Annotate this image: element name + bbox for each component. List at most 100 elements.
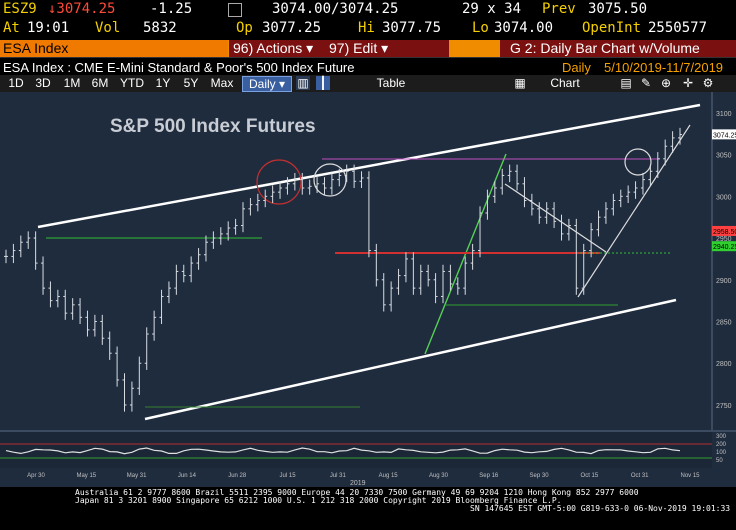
price-tag-label: 2958.50	[713, 229, 736, 236]
last-price: ↓3074.25	[48, 1, 116, 17]
period-1m-button[interactable]: 1M	[63, 76, 81, 90]
volume-tick-label: 100	[716, 450, 727, 456]
chart-content-icon: ▦	[514, 76, 526, 90]
volume-line	[5, 447, 681, 455]
ticker[interactable]: ESZ9	[3, 1, 37, 17]
open-label: Op	[236, 20, 253, 36]
x-tick-label: Oct 31	[631, 473, 649, 479]
y-tick-label: 2900	[716, 278, 732, 285]
actions-menu[interactable]: 96) Actions ▾	[229, 40, 325, 57]
x-tick-label: Jul 31	[330, 473, 347, 479]
x-tick-label: Apr 30	[27, 473, 45, 479]
y-tick-label: 2750	[716, 403, 732, 410]
y-tick-label: 3050	[716, 153, 732, 160]
recent-trendline	[577, 124, 691, 298]
footer: Australia 61 2 9777 8600 Brazil 5511 239…	[0, 487, 736, 530]
info-bar: ESA Index : CME E-Mini Standard & Poor's…	[0, 57, 736, 76]
volume-value: 5832	[143, 20, 177, 36]
period-1y-button[interactable]: 1Y	[155, 76, 171, 90]
quote-bar: ESZ9 ↓3074.25 -1.25 3074.00/3074.25 29 x…	[0, 0, 736, 40]
high-label: Hi	[358, 20, 375, 36]
x-tick-label: Jul 15	[280, 473, 297, 479]
price-tag-label: 2940.25	[713, 244, 736, 251]
ruler-icon[interactable]: ▤	[620, 76, 632, 90]
vol-label: Vol	[95, 20, 121, 36]
footer-line-2: Japan 81 3 3201 8900 Singapore 65 6212 1…	[75, 496, 562, 505]
crosshair-icon[interactable]: ✛	[682, 76, 694, 90]
gear-icon[interactable]: ⚙	[702, 76, 714, 90]
x-tick-label: Aug 30	[429, 473, 449, 479]
price-tags: 3074.25 2958.50 2940.25	[712, 129, 736, 252]
edit-menu[interactable]: 97) Edit ▾	[324, 40, 449, 57]
prev-label: Prev	[542, 1, 576, 17]
y-tick-label: 3000	[716, 194, 732, 201]
lower-channel-line	[144, 298, 677, 421]
top-circle-red	[256, 159, 302, 205]
chart-icon[interactable]	[228, 3, 242, 17]
bid-ask: 3074.00/3074.25	[272, 1, 399, 17]
period-max-button[interactable]: Max	[210, 76, 234, 90]
x-tick-label: Sep 30	[530, 473, 550, 479]
actions-label: Actions ▾	[256, 40, 314, 56]
x-axis: Apr 30 May 15 May 31 Jun 14 Jun 28 Jul 15 Jul …	[27, 473, 700, 479]
period-3d-button[interactable]: 3D	[35, 76, 51, 90]
price-tag	[712, 225, 736, 236]
trendlines	[37, 103, 701, 421]
period-1d-button[interactable]: 1D	[8, 76, 24, 90]
net-change: -1.25	[150, 1, 193, 17]
x-tick-label: Nov 15	[680, 473, 700, 479]
price-bars	[4, 127, 682, 412]
x-tick-label: Jun 28	[228, 473, 247, 479]
openint-label: OpenInt	[582, 20, 642, 36]
chart-name: G 2: Daily Bar Chart w/Volume	[500, 40, 736, 57]
candle-style-icon[interactable]: ┃	[316, 76, 330, 90]
volume-axis: 300 200 100 50	[716, 434, 727, 464]
chart-toolbar: 1D 3D 1M 6M YTD 1Y 5Y Max Daily ▾ ▥ ┃ Ta…	[0, 75, 736, 104]
y-tick-label: 3100	[716, 111, 732, 118]
chart-content-button[interactable]: Chart Content	[544, 76, 586, 104]
footer-line-1: Australia 61 2 9777 8600 Brazil 5511 239…	[75, 488, 639, 497]
at-label: At	[3, 20, 20, 36]
date-range[interactable]: 5/10/2019-11/7/2019	[604, 60, 724, 75]
chart-title: S&P 500 Index Futures	[110, 116, 316, 137]
top-circle-white	[313, 163, 347, 197]
footer-line-3: SN 147645 EST GMT-5:00 G819-633-0 06-Nov…	[470, 504, 731, 513]
bar-style-icon[interactable]: ▥	[296, 76, 310, 90]
price-tag	[712, 241, 736, 252]
prev-value: 3075.50	[588, 1, 648, 17]
edit-number: 97)	[329, 40, 350, 56]
period-label: Daily	[562, 60, 591, 75]
x-tick-label: May 31	[127, 473, 147, 479]
zoom-icon[interactable]: ⊕	[660, 76, 672, 90]
x-tick-label: Sep 16	[479, 473, 499, 479]
draw-icon[interactable]: ✎	[640, 76, 652, 90]
y-tick-label: 2800	[716, 361, 732, 368]
period-ytd-button[interactable]: YTD	[120, 76, 144, 90]
price-tag-label: 3074.25	[713, 132, 736, 139]
last-time: 19:01	[27, 20, 70, 36]
security-field[interactable]: ESA Index	[0, 40, 228, 57]
low-label: Lo	[472, 20, 489, 36]
open-value: 3077.25	[262, 20, 322, 36]
volume-tick-label: 200	[716, 442, 727, 448]
x-tick-label: Aug 15	[379, 473, 399, 479]
x-tick-label: Jun 14	[178, 473, 197, 479]
y-tick-label: 2850	[716, 320, 732, 327]
volume-tick-label: 300	[716, 434, 727, 440]
x-tick-label: Oct 15	[581, 473, 599, 479]
edit-label: Edit ▾	[353, 40, 389, 56]
high-value: 3077.75	[382, 20, 442, 36]
low-value: 3074.00	[494, 20, 554, 36]
wedge-line	[504, 183, 607, 253]
price-chart[interactable]: 2750 2800 2850 2900 2950 3000 3050 3100 3074.25…	[0, 92, 736, 487]
table-button[interactable]: Table	[376, 76, 406, 90]
chart-svg: 2750 2800 2850 2900 2950 3000 3050 3100 3074.25…	[0, 92, 736, 487]
frequency-dropdown[interactable]: Daily ▾	[242, 76, 292, 92]
period-6m-button[interactable]: 6M	[91, 76, 109, 90]
volume-pane	[0, 432, 712, 468]
y-axis: 2750 2800 2850 2900 2950 3000 3050 3100	[711, 92, 732, 430]
actions-number: 96)	[233, 40, 254, 56]
period-5y-button[interactable]: 5Y	[183, 76, 199, 90]
menu-bar: ESA Index 96) Actions ▾ 97) Edit ▾ G 2: …	[0, 40, 736, 57]
security-description: ESA Index : CME E-Mini Standard & Poor's…	[3, 60, 355, 75]
